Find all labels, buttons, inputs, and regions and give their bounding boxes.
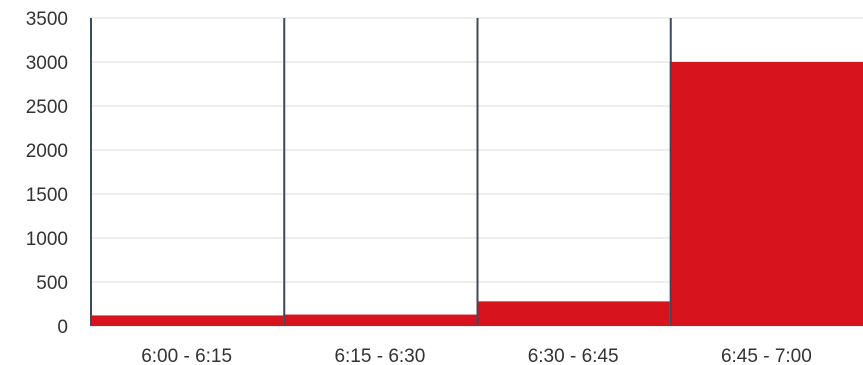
bar (476, 301, 670, 326)
x-tick-label: 6:15 - 6:30 (334, 346, 425, 365)
y-tick-label: 2500 (26, 97, 68, 118)
bar (90, 315, 284, 326)
y-tick-label: 1500 (26, 185, 68, 206)
y-tick-label: 500 (36, 273, 68, 294)
bar (669, 62, 863, 326)
y-tick-label: 3000 (26, 53, 68, 74)
x-tick-label: 6:30 - 6:45 (528, 346, 619, 365)
category-separators (90, 18, 672, 326)
y-tick-label: 0 (57, 317, 68, 338)
y-axis-ticks: 0 500 1000 1500 2000 2500 3000 3500 (26, 9, 68, 338)
x-tick-label: 6:45 - 7:00 (721, 346, 812, 365)
bars (90, 62, 863, 326)
y-tick-label: 1000 (26, 229, 68, 250)
x-tick-label: 6:00 - 6:15 (141, 346, 232, 365)
bar (283, 314, 477, 326)
y-tick-label: 3500 (26, 9, 68, 30)
y-tick-label: 2000 (26, 141, 68, 162)
x-axis-ticks: 6:00 - 6:15 6:15 - 6:30 6:30 - 6:45 6:45 - … (141, 346, 812, 365)
